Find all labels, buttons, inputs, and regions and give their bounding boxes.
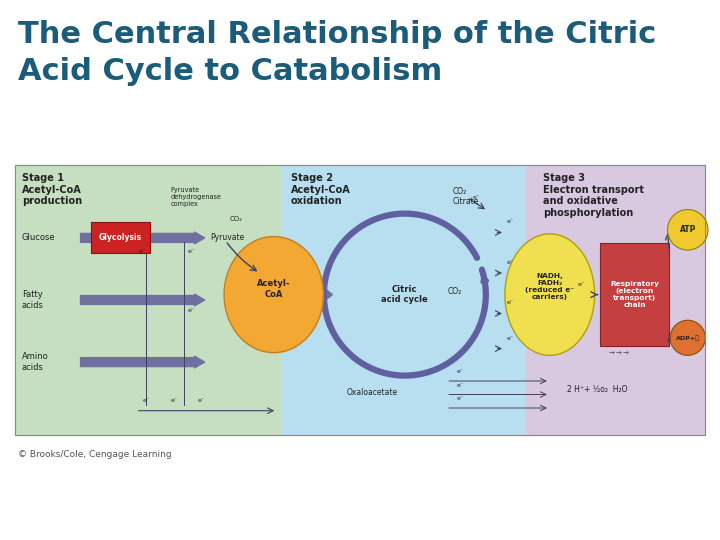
Text: e⁻: e⁻ — [187, 308, 194, 314]
Text: CO₂: CO₂ — [453, 187, 467, 197]
Circle shape — [670, 320, 706, 355]
Text: ATP: ATP — [680, 225, 696, 234]
Text: 2 H⁺+ ½o₂  H₂O: 2 H⁺+ ½o₂ H₂O — [567, 384, 628, 394]
Text: NADH,
FADH₂
(reduced e⁻
carriers): NADH, FADH₂ (reduced e⁻ carriers) — [525, 273, 575, 300]
FancyArrow shape — [81, 232, 204, 244]
Text: e⁻: e⁻ — [507, 300, 514, 306]
Text: e⁻: e⁻ — [507, 219, 514, 225]
Text: e⁻: e⁻ — [198, 397, 205, 403]
Text: Stage 1
Acetyl-CoA
production: Stage 1 Acetyl-CoA production — [22, 173, 82, 206]
Bar — [600, 244, 669, 346]
Text: Stage 3
Electron transport
and oxidative
phosphorylation: Stage 3 Electron transport and oxidative… — [543, 173, 644, 218]
Text: e⁻: e⁻ — [472, 195, 480, 200]
FancyArrow shape — [81, 294, 204, 306]
Ellipse shape — [505, 234, 595, 355]
Text: Acetyl-
CoA: Acetyl- CoA — [257, 280, 290, 299]
Text: The Central Relationship of the Citric: The Central Relationship of the Citric — [18, 20, 656, 49]
Text: e⁻: e⁻ — [456, 396, 464, 401]
Text: →: → — [623, 351, 629, 357]
Text: →: → — [616, 351, 621, 357]
Text: CO₂: CO₂ — [229, 216, 243, 222]
Circle shape — [667, 210, 708, 250]
Bar — [15, 165, 281, 435]
Bar — [281, 165, 526, 435]
Text: CO₂: CO₂ — [448, 287, 462, 296]
Text: Citric
acid cycle: Citric acid cycle — [382, 285, 428, 305]
Text: e⁻: e⁻ — [139, 249, 146, 254]
Text: e⁻: e⁻ — [143, 397, 150, 403]
Text: Acid Cycle to Catabolism: Acid Cycle to Catabolism — [18, 57, 442, 86]
Text: e⁻: e⁻ — [577, 281, 585, 287]
Text: Respiratory
(electron
transport)
chain: Respiratory (electron transport) chain — [610, 281, 659, 308]
Text: e⁻: e⁻ — [170, 397, 177, 403]
Bar — [15, 165, 705, 435]
Text: e⁻: e⁻ — [187, 249, 194, 254]
Text: Pyruvate: Pyruvate — [210, 233, 245, 242]
Text: Amino
acids: Amino acids — [22, 353, 49, 372]
Text: e⁻: e⁻ — [456, 369, 464, 374]
Text: Pyruvate
dehydrogenase
complex: Pyruvate dehydrogenase complex — [170, 187, 221, 207]
Text: e⁻: e⁻ — [507, 260, 514, 265]
Text: →: → — [609, 351, 615, 357]
Bar — [15, 165, 705, 435]
Text: Glucose: Glucose — [22, 233, 55, 242]
Text: Oxaloacetate: Oxaloacetate — [347, 388, 398, 397]
FancyArrow shape — [323, 289, 333, 300]
Text: ADP+ⓟ: ADP+ⓟ — [676, 335, 700, 341]
Text: Fatty
acids: Fatty acids — [22, 291, 44, 310]
Text: Citrate: Citrate — [452, 197, 479, 206]
Text: e⁻: e⁻ — [456, 383, 464, 388]
Text: e⁻: e⁻ — [507, 335, 514, 341]
Text: © Brooks/Cole, Cengage Learning: © Brooks/Cole, Cengage Learning — [18, 450, 171, 459]
Bar — [526, 165, 705, 435]
Ellipse shape — [224, 237, 323, 353]
Text: Glycolysis: Glycolysis — [99, 233, 142, 242]
Text: Stage 2
Acetyl-CoA
oxidation: Stage 2 Acetyl-CoA oxidation — [291, 173, 351, 206]
Bar — [91, 222, 150, 253]
FancyArrow shape — [81, 356, 204, 368]
